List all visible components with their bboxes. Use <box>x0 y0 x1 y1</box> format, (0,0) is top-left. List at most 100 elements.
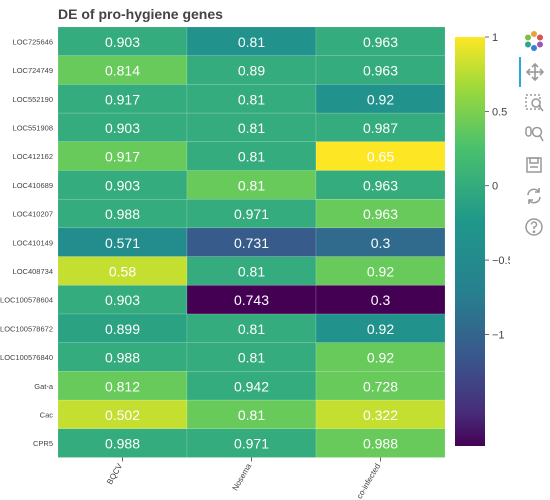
cell-value-label: 0.92 <box>367 350 394 366</box>
heatmap-cells <box>57 26 446 458</box>
cell-value-label: 0.3 <box>371 235 391 251</box>
row-label: LOC552190 <box>13 95 53 104</box>
cell-value-label: 0.502 <box>105 407 140 423</box>
column-labels: BQCV Nosema co-infected <box>105 457 382 500</box>
column-label: Nosema <box>231 462 254 493</box>
heatmap-cell <box>186 399 317 430</box>
heatmap-cell <box>315 84 446 114</box>
heatmap-cell <box>315 313 446 343</box>
colorbar-tick-label: 1 <box>492 32 498 44</box>
heatmap-cell <box>315 256 446 286</box>
heatmap-cell <box>315 112 446 142</box>
heatmap-cell <box>57 342 188 372</box>
pan-icon[interactable] <box>519 57 549 87</box>
heatmap-cell <box>57 285 188 315</box>
cell-value-label: 0.988 <box>105 350 140 366</box>
row-label: LOC724749 <box>13 66 53 75</box>
heatmap-cell <box>315 399 446 430</box>
cell-value-label: 0.81 <box>238 120 265 136</box>
heatmap-cell <box>57 198 188 229</box>
heatmap-cell <box>186 55 317 85</box>
cell-value-label: 0.899 <box>105 321 140 337</box>
column-label: BQCV <box>105 461 124 486</box>
colorbar-tick-label: −0.5 <box>492 255 510 267</box>
cell-value-label: 0.903 <box>105 120 140 136</box>
heatmap-cell <box>315 227 446 257</box>
row-label: LOC100576840 <box>0 353 53 362</box>
row-label: LOC410207 <box>13 210 53 219</box>
heatmap-cell <box>315 342 446 372</box>
heatmap-cell <box>57 141 188 171</box>
chart-title: DE of pro-hygiene genes <box>58 6 223 22</box>
cell-value-label: 0.987 <box>363 120 398 136</box>
heatmap-cell <box>57 256 188 286</box>
cell-value-label: 0.971 <box>234 206 269 222</box>
cell-value-label: 0.942 <box>234 378 269 394</box>
heatmap-cell <box>57 371 188 401</box>
cell-value-label: 0.92 <box>367 263 394 279</box>
heatmap-cell <box>57 313 188 343</box>
cell-value-label: 0.65 <box>367 149 394 165</box>
colorbar <box>455 37 485 446</box>
cell-value-label: 0.903 <box>105 34 140 50</box>
row-label: Cac <box>40 410 54 419</box>
heatmap-cell <box>57 227 188 257</box>
colorbar-ticks: 1 0.5 0 −0.5 −1 <box>485 32 510 341</box>
heatmap-cell <box>186 285 317 315</box>
cell-value-label: 0.903 <box>105 292 140 308</box>
cell-value-label: 0.963 <box>363 177 398 193</box>
cell-value-label: 0.988 <box>363 436 398 452</box>
cell-value-label: 0.728 <box>363 378 398 394</box>
cell-value-label: 0.963 <box>363 206 398 222</box>
cell-value-label: 0.917 <box>105 91 140 107</box>
cell-value-label: 0.81 <box>238 350 265 366</box>
row-labels: LOC725646 LOC724749 LOC552190 LOC551908 LOC4… <box>0 37 54 448</box>
cell-value-label: 0.81 <box>238 321 265 337</box>
cell-value-label: 0.743 <box>234 292 269 308</box>
heatmap-cell-labels: 0.903 0.81 0.963 0.814 0.89 0.963 0.917 0.81 0.9… <box>105 34 398 452</box>
cell-value-label: 0.963 <box>363 63 398 79</box>
save-icon[interactable] <box>519 150 549 180</box>
cell-value-label: 0.814 <box>105 63 140 79</box>
heatmap-cell <box>186 313 317 343</box>
help-icon[interactable] <box>519 212 549 242</box>
heatmap-cell <box>186 371 317 401</box>
heatmap-cell <box>57 55 188 85</box>
colorbar-tick-label: 0 <box>492 181 498 193</box>
row-label: LOC410149 <box>13 238 53 247</box>
cell-value-label: 0.92 <box>367 321 394 337</box>
heatmap-cell <box>315 55 446 85</box>
heatmap-cell <box>186 342 317 372</box>
heatmap-cell <box>186 112 317 142</box>
heatmap-cell <box>315 428 446 458</box>
row-label: LOC725646 <box>13 37 53 46</box>
column-label: co-infected <box>355 462 382 500</box>
wheel-zoom-icon[interactable] <box>519 119 549 149</box>
heatmap-cell <box>186 141 317 171</box>
cell-value-label: 0.903 <box>105 177 140 193</box>
heatmap-cell <box>186 84 317 114</box>
cell-value-label: 0.988 <box>105 206 140 222</box>
cell-value-label: 0.81 <box>238 149 265 165</box>
row-label: Gat-a <box>34 382 54 391</box>
row-label: CPR5 <box>33 439 53 448</box>
colorbar-tick-label: 0.5 <box>492 106 507 118</box>
heatmap-cell <box>57 84 188 114</box>
cell-value-label: 0.81 <box>238 263 265 279</box>
cell-value-label: 0.963 <box>363 34 398 50</box>
plotly-logo-icon[interactable] <box>519 26 549 56</box>
reset-icon[interactable] <box>519 181 549 211</box>
colorbar-tick-label: −1 <box>492 329 505 341</box>
cell-value-label: 0.81 <box>238 34 265 50</box>
cell-value-label: 0.812 <box>105 378 140 394</box>
heatmap-cell <box>315 198 446 229</box>
cell-value-label: 0.58 <box>109 263 136 279</box>
box-zoom-icon[interactable] <box>519 88 549 118</box>
row-label: LOC100578604 <box>0 296 53 305</box>
heatmap-chart: 0.903 0.81 0.963 0.814 0.89 0.963 0.917 0.81 0.9… <box>0 26 510 500</box>
cell-value-label: 0.917 <box>105 149 140 165</box>
heatmap-cell <box>186 256 317 286</box>
cell-value-label: 0.89 <box>238 63 265 79</box>
cell-value-label: 0.3 <box>371 292 391 308</box>
cell-value-label: 0.731 <box>234 235 269 251</box>
